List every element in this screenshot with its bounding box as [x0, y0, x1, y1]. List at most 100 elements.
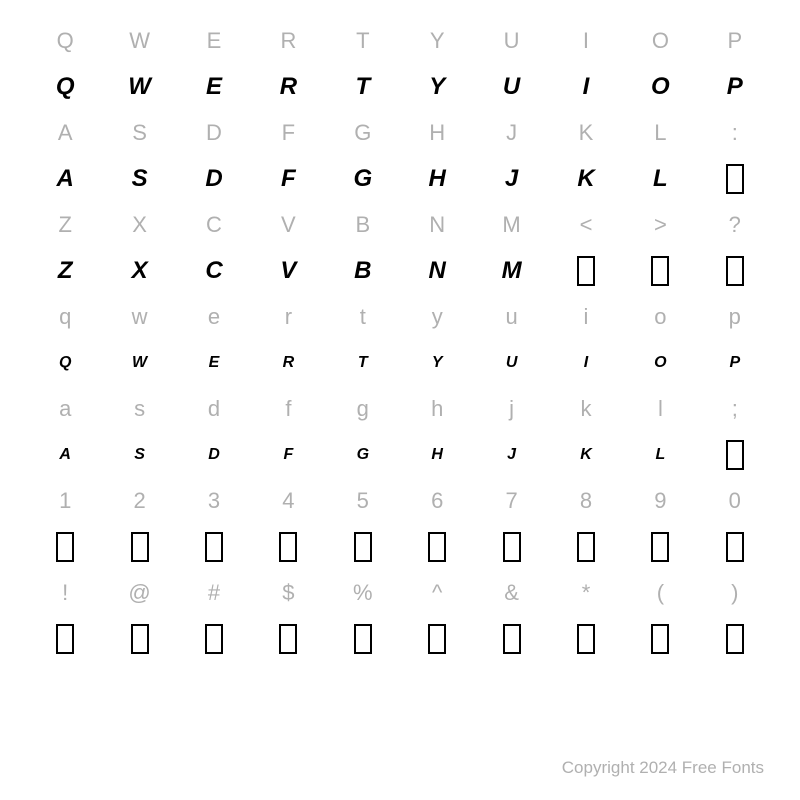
key-label-cell: # — [177, 570, 251, 616]
notdef-glyph — [503, 532, 521, 562]
glyph-cell: H — [400, 156, 474, 202]
key-label-cell: d — [177, 386, 251, 432]
key-label-cell: C — [177, 202, 251, 248]
key-label: t — [360, 304, 366, 330]
key-label-cell: ! — [28, 570, 102, 616]
glyph-cell — [474, 524, 548, 570]
key-label: 9 — [654, 488, 666, 514]
font-glyph: G — [357, 446, 369, 464]
font-glyph: Q — [59, 354, 71, 372]
glyph-cell: A — [28, 432, 102, 478]
key-label-cell: E — [177, 18, 251, 64]
glyph-cell — [326, 616, 400, 662]
font-glyph: B — [354, 257, 371, 285]
glyph-cell: D — [177, 156, 251, 202]
notdef-glyph — [279, 624, 297, 654]
notdef-glyph — [726, 256, 744, 286]
key-label: 4 — [282, 488, 294, 514]
key-label: > — [654, 212, 667, 238]
key-label-cell: j — [474, 386, 548, 432]
key-label-cell: U — [474, 18, 548, 64]
key-label: H — [429, 120, 445, 146]
glyph-cell: Q — [28, 64, 102, 110]
key-label: ! — [62, 580, 68, 606]
glyph-cell: P — [698, 340, 772, 386]
glyph-cell: F — [251, 432, 325, 478]
font-glyph: F — [284, 446, 294, 464]
key-label-cell: * — [549, 570, 623, 616]
key-label-cell: e — [177, 294, 251, 340]
glyph-cell: U — [474, 340, 548, 386]
font-glyph: C — [205, 257, 222, 285]
key-label: J — [506, 120, 517, 146]
key-label: ) — [731, 580, 738, 606]
key-label: T — [356, 28, 369, 54]
notdef-glyph — [651, 256, 669, 286]
glyph-cell: S — [102, 432, 176, 478]
notdef-glyph — [577, 532, 595, 562]
font-glyph: J — [507, 446, 516, 464]
key-label: k — [580, 396, 591, 422]
glyph-cell — [400, 616, 474, 662]
glyph-cell: V — [251, 248, 325, 294]
glyph-cell — [549, 248, 623, 294]
key-label-cell: J — [474, 110, 548, 156]
font-glyph: W — [128, 73, 151, 101]
font-glyph: L — [656, 446, 666, 464]
font-glyph: I — [584, 354, 588, 372]
glyph-cell: G — [326, 156, 400, 202]
font-glyph: Q — [56, 73, 75, 101]
glyph-cell: O — [623, 64, 697, 110]
font-glyph: L — [653, 165, 668, 193]
font-glyph: O — [654, 354, 666, 372]
key-label: O — [652, 28, 669, 54]
key-label-cell: 2 — [102, 478, 176, 524]
font-glyph: U — [506, 354, 518, 372]
glyph-cell: O — [623, 340, 697, 386]
key-label-cell: 7 — [474, 478, 548, 524]
key-label: V — [281, 212, 296, 238]
key-label-cell: s — [102, 386, 176, 432]
key-label: 7 — [505, 488, 517, 514]
glyph-cell — [177, 524, 251, 570]
key-label-cell: 5 — [326, 478, 400, 524]
key-label-cell: P — [698, 18, 772, 64]
font-glyph: P — [729, 354, 740, 372]
font-glyph: E — [206, 73, 222, 101]
key-label-cell: X — [102, 202, 176, 248]
key-label-cell: 1 — [28, 478, 102, 524]
glyph-cell: T — [326, 64, 400, 110]
key-label: 6 — [431, 488, 443, 514]
font-glyph: H — [429, 165, 446, 193]
glyph-cell — [474, 616, 548, 662]
key-label: i — [584, 304, 589, 330]
glyph-cell — [549, 616, 623, 662]
glyph-cell: R — [251, 64, 325, 110]
glyph-cell: E — [177, 64, 251, 110]
key-label: j — [509, 396, 514, 422]
key-label: s — [134, 396, 145, 422]
key-label-cell: & — [474, 570, 548, 616]
key-label: q — [59, 304, 71, 330]
key-label-cell: W — [102, 18, 176, 64]
glyph-cell: Y — [400, 340, 474, 386]
font-glyph: G — [353, 165, 372, 193]
font-glyph: S — [132, 165, 148, 193]
glyph-cell: R — [251, 340, 325, 386]
key-label: u — [505, 304, 517, 330]
key-label-cell: w — [102, 294, 176, 340]
key-label-cell: f — [251, 386, 325, 432]
glyph-cell: F — [251, 156, 325, 202]
key-label-cell: F — [251, 110, 325, 156]
key-label-cell: u — [474, 294, 548, 340]
notdef-glyph — [131, 532, 149, 562]
character-map-grid: QWERTYUIOPQWERTYUIOPASDFGHJKL:ASDFGHJKLZ… — [28, 18, 772, 662]
glyph-cell: J — [474, 156, 548, 202]
key-label-cell: N — [400, 202, 474, 248]
key-label: N — [429, 212, 445, 238]
key-label-cell: M — [474, 202, 548, 248]
font-glyph: Y — [432, 354, 443, 372]
glyph-cell: Y — [400, 64, 474, 110]
notdef-glyph — [205, 624, 223, 654]
font-glyph: O — [651, 73, 670, 101]
